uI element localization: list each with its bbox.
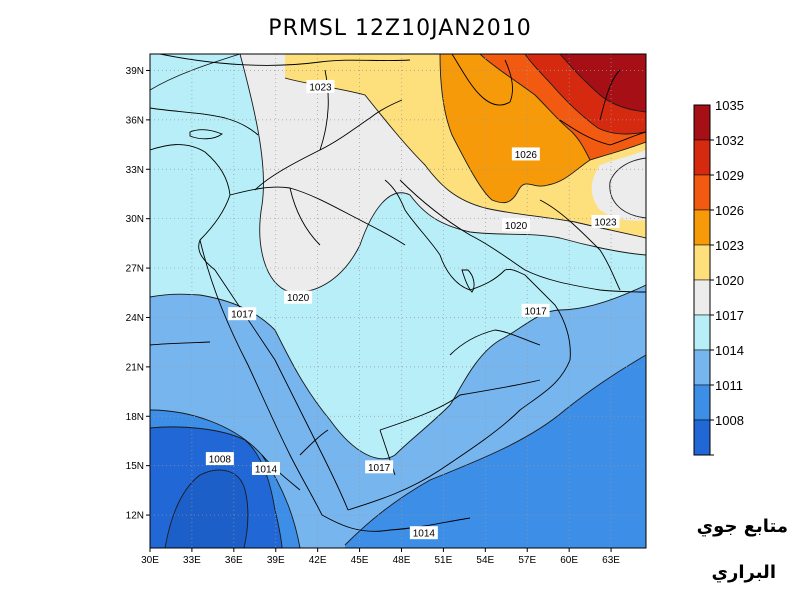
colorbar-label: 1017 xyxy=(715,308,744,323)
colorbar-swatch xyxy=(693,104,711,141)
contour-label: 1014 xyxy=(409,526,438,540)
colorbar-swatch xyxy=(693,174,711,211)
contour-label-bg xyxy=(251,461,280,475)
colorbar-label: 1029 xyxy=(715,168,744,183)
contour-label: 1023 xyxy=(306,79,335,93)
contour-label: 1020 xyxy=(284,290,313,304)
contour-label: 1026 xyxy=(511,147,540,161)
colorbar-label: 1020 xyxy=(715,273,744,288)
lon-tick-label: 39E xyxy=(267,555,285,566)
contour-label-bg xyxy=(502,218,531,232)
band-1020-east xyxy=(609,158,646,218)
lat-tick-label: 12N xyxy=(126,511,144,522)
contour-label: 1020 xyxy=(502,218,531,232)
lat-tick-label: 27N xyxy=(126,264,144,275)
lon-tick-label: 45E xyxy=(351,555,369,566)
credit-line-1: متابع جوي xyxy=(696,516,788,537)
axis-ticks: 30E 33E 36E 39E 42E 45E 48E 51E 54E 57E 60E 63E 12N 1… xyxy=(126,66,621,566)
colorbar-swatch xyxy=(693,349,711,386)
lon-tick-label: 42E xyxy=(309,555,327,566)
lat-tick-label: 15N xyxy=(126,461,144,472)
contour-label: 1017 xyxy=(228,307,257,321)
colorbar-label: 1026 xyxy=(715,203,744,218)
lon-tick-label: 63E xyxy=(602,555,620,566)
contour-label-text: 1014 xyxy=(413,529,436,540)
lon-tick-label: 57E xyxy=(518,555,536,566)
contour-label-text: 1023 xyxy=(594,217,617,228)
colorbar-swatch xyxy=(693,139,711,176)
colorbar: 1035 1032 1029 1026 1023 1020 1017 1014 1011 1008 xyxy=(693,98,744,456)
map-title: PRMSL 12Z10JAN2010 xyxy=(268,16,532,41)
contour-label-bg xyxy=(511,147,540,161)
map-frame xyxy=(149,53,647,549)
contour-label-bg xyxy=(365,460,394,474)
coastlines-borders xyxy=(150,54,646,532)
colorbar-label: 1014 xyxy=(715,343,744,358)
lat-tick-label: 30N xyxy=(126,214,144,225)
lon-tick-label: 33E xyxy=(183,555,201,566)
lat-tick-label: 36N xyxy=(126,115,144,126)
colorbar-label: 1023 xyxy=(715,238,744,253)
contour-label-text: 1023 xyxy=(309,82,332,93)
contour-label: 1017 xyxy=(521,303,550,317)
colorbar-swatch xyxy=(693,279,711,316)
lat-tick-label: 18N xyxy=(126,412,144,423)
contour-label-bg xyxy=(521,303,550,317)
contour-lines xyxy=(150,54,646,548)
lat-tick-label: 33N xyxy=(126,165,144,176)
lon-tick-label: 30E xyxy=(141,555,159,566)
contour-label: 1017 xyxy=(365,460,394,474)
lat-tick-label: 21N xyxy=(126,362,144,373)
contour-label: 1014 xyxy=(251,461,280,475)
credit-line-2: البراري xyxy=(711,562,776,583)
colorbar-label: 1032 xyxy=(715,133,744,148)
contour-label-text: 1014 xyxy=(255,464,278,475)
lat-tick-label: 39N xyxy=(126,66,144,77)
contour-label-text: 1020 xyxy=(505,221,528,232)
colorbar-swatch xyxy=(693,384,711,421)
contour-label-text: 1017 xyxy=(368,463,391,474)
colorbar-swatch xyxy=(693,314,711,351)
contour-label-text: 1008 xyxy=(209,455,232,466)
contour-label-bg xyxy=(409,526,438,540)
pressure-fill-layer: 1023 1026 1020 1023 1020 1017 1017 1008 1014 1017… xyxy=(150,54,646,548)
band-1035 xyxy=(560,54,646,112)
contour-label-bg xyxy=(591,214,620,228)
band-1005 xyxy=(165,470,248,548)
lat-tick-label: 24N xyxy=(126,313,144,324)
contour-label: 1023 xyxy=(591,214,620,228)
colorbar-swatch xyxy=(693,244,711,281)
colorbar-swatch xyxy=(693,419,711,456)
contour-label: 1008 xyxy=(205,452,234,466)
contour-label-layer: 1023 1026 1020 1023 1020 1017 1017 1008 1014 1017… xyxy=(205,79,620,540)
colorbar-swatch xyxy=(693,209,711,246)
lon-tick-label: 36E xyxy=(225,555,243,566)
lat-lon-grid xyxy=(150,54,646,548)
colorbar-label: 1035 xyxy=(715,98,744,113)
contour-label-bg xyxy=(228,307,257,321)
colorbar-label: 1008 xyxy=(715,413,744,428)
lon-tick-label: 54E xyxy=(476,555,494,566)
contour-label-text: 1026 xyxy=(515,150,538,161)
lon-tick-label: 51E xyxy=(435,555,453,566)
lon-tick-label: 60E xyxy=(560,555,578,566)
contour-label-text: 1017 xyxy=(231,310,254,321)
colorbar-label: 1011 xyxy=(715,378,743,393)
contour-label-bg xyxy=(205,452,234,466)
contour-label-bg xyxy=(284,290,313,304)
contour-label-bg xyxy=(306,79,335,93)
lon-tick-label: 48E xyxy=(393,555,411,566)
contour-label-text: 1017 xyxy=(524,306,547,317)
contour-label-text: 1020 xyxy=(287,293,310,304)
